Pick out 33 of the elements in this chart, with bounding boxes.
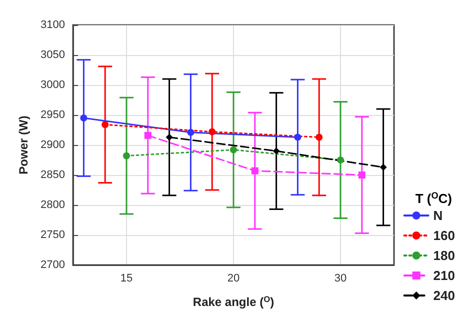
point [80, 114, 88, 122]
point [337, 156, 344, 164]
point [358, 172, 366, 178]
point [272, 148, 280, 154]
point [230, 146, 237, 154]
y-axis-title: Power (W) [16, 116, 31, 174]
y-tick-label: 2700 [40, 259, 65, 271]
legend-label: 180 [433, 248, 456, 263]
y-tick-label: 2900 [40, 139, 65, 151]
y-tick-label: 3100 [40, 19, 65, 31]
y-tick-label: 2750 [40, 229, 65, 241]
y-tick-label: 2950 [40, 109, 65, 121]
y-tick-label: 3000 [40, 79, 65, 91]
legend-label: 160 [433, 228, 456, 243]
y-tick-label: 3050 [40, 49, 65, 61]
point [123, 152, 130, 160]
point [187, 128, 194, 136]
point [208, 128, 216, 136]
point [166, 134, 173, 141]
legend-label: 210 [433, 268, 456, 283]
legend-label: N [433, 208, 443, 223]
point [144, 132, 152, 139]
point [380, 164, 387, 171]
point [316, 134, 323, 141]
x-tick-label: 15 [120, 272, 133, 284]
legend-label: 240 [433, 288, 456, 303]
point [294, 134, 302, 141]
point [102, 121, 109, 128]
x-tick-label: 30 [334, 272, 347, 284]
x-tick-label: 20 [227, 272, 240, 284]
point [251, 167, 258, 174]
y-tick-label: 2800 [40, 199, 65, 211]
y-tick-label: 2850 [40, 169, 65, 181]
